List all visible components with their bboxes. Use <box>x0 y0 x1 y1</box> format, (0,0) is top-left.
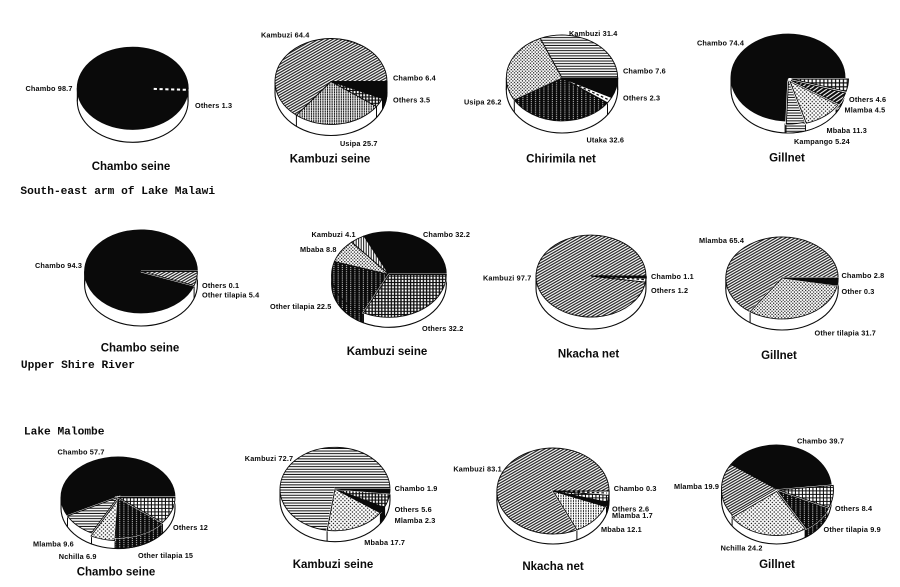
svg-text:Others 32.2: Others 32.2 <box>422 324 463 333</box>
svg-text:Utaka 32.6: Utaka 32.6 <box>587 136 625 145</box>
svg-text:Kambuzi 64.4: Kambuzi 64.4 <box>261 31 310 40</box>
svg-text:Usipa 25.7: Usipa 25.7 <box>340 139 378 148</box>
svg-text:Others 4.6: Others 4.6 <box>849 95 886 104</box>
svg-text:Chambo 32.2: Chambo 32.2 <box>423 230 470 239</box>
svg-text:Chambo seine: Chambo seine <box>101 343 180 355</box>
svg-text:Mlamba 9.6: Mlamba 9.6 <box>33 540 74 549</box>
svg-text:Others 3.5: Others 3.5 <box>393 96 430 105</box>
svg-text:Chambo 98.7: Chambo 98.7 <box>26 84 73 93</box>
svg-text:Mlamba 19.9: Mlamba 19.9 <box>674 482 719 491</box>
svg-text:Lake Malombe: Lake Malombe <box>24 427 105 439</box>
svg-text:Kambuzi seine: Kambuzi seine <box>293 559 374 571</box>
svg-text:Others 5.6: Others 5.6 <box>395 505 432 514</box>
svg-text:Others 1.3: Others 1.3 <box>195 101 232 110</box>
svg-text:Nchilla 6.9: Nchilla 6.9 <box>59 552 97 561</box>
svg-text:Kambuzi 31.4: Kambuzi 31.4 <box>569 29 618 38</box>
svg-text:Mbaba 11.3: Mbaba 11.3 <box>827 126 867 135</box>
svg-text:Mlamba 1.7: Mlamba 1.7 <box>612 511 653 520</box>
svg-text:Chambo 74.4: Chambo 74.4 <box>697 39 745 48</box>
svg-text:Other tilapia 9.9: Other tilapia 9.9 <box>824 525 881 534</box>
svg-text:Chambo 39.7: Chambo 39.7 <box>797 437 844 446</box>
svg-text:Chambo 94.3: Chambo 94.3 <box>35 261 82 270</box>
svg-text:Chambo 1.1: Chambo 1.1 <box>651 272 694 281</box>
svg-text:Chambo 6.4: Chambo 6.4 <box>393 74 437 83</box>
svg-text:Kambuzi 4.1: Kambuzi 4.1 <box>312 230 356 239</box>
svg-text:Nkacha net: Nkacha net <box>522 561 584 573</box>
svg-text:Chambo 1.9: Chambo 1.9 <box>395 484 438 493</box>
svg-text:Others 8.4: Others 8.4 <box>835 504 873 513</box>
svg-text:Chambo 0.3: Chambo 0.3 <box>614 484 657 493</box>
svg-text:Other 0.3: Other 0.3 <box>842 287 875 296</box>
svg-text:South-east arm of Lake Malawi: South-east arm of Lake Malawi <box>20 186 215 198</box>
svg-text:Kambuzi 83.1: Kambuzi 83.1 <box>453 465 501 474</box>
svg-text:Gillnet: Gillnet <box>759 559 795 571</box>
svg-text:Others 0.1: Others 0.1 <box>202 281 239 290</box>
svg-text:Chirimila net: Chirimila net <box>526 154 596 166</box>
svg-text:Gillnet: Gillnet <box>761 350 797 362</box>
svg-text:Other tilapia 31.7: Other tilapia 31.7 <box>815 329 877 338</box>
svg-text:Mbaba 8.8: Mbaba 8.8 <box>300 245 337 254</box>
svg-text:Kambuzi seine: Kambuzi seine <box>290 154 371 166</box>
svg-text:Others 2.3: Others 2.3 <box>623 94 660 103</box>
svg-text:Mlamba 4.5: Mlamba 4.5 <box>845 106 886 115</box>
svg-text:Nchilla 24.2: Nchilla 24.2 <box>721 544 763 553</box>
svg-text:Kampango 5.24: Kampango 5.24 <box>794 137 851 146</box>
svg-text:Other tilapia 15: Other tilapia 15 <box>138 551 193 560</box>
svg-text:Chambo 7.6: Chambo 7.6 <box>623 67 666 76</box>
svg-text:Mlamba 2.3: Mlamba 2.3 <box>395 516 436 525</box>
svg-text:Chambo seine: Chambo seine <box>92 161 171 173</box>
svg-text:Chambo 57.7: Chambo 57.7 <box>58 448 105 457</box>
svg-text:Chambo 2.8: Chambo 2.8 <box>842 271 885 280</box>
svg-text:Mbaba 17.7: Mbaba 17.7 <box>364 538 405 547</box>
svg-text:Kambuzi seine: Kambuzi seine <box>347 346 428 358</box>
svg-text:Others 1.2: Others 1.2 <box>651 286 688 295</box>
svg-text:Gillnet: Gillnet <box>769 153 805 165</box>
svg-text:Other tilapia 5.4: Other tilapia 5.4 <box>202 291 260 300</box>
svg-text:Upper Shire River: Upper Shire River <box>21 360 135 372</box>
svg-text:Mbaba 12.1: Mbaba 12.1 <box>601 525 642 534</box>
svg-text:Nkacha net: Nkacha net <box>558 349 620 361</box>
svg-text:Mlamba 65.4: Mlamba 65.4 <box>699 236 745 245</box>
svg-text:Kambuzi 72.7: Kambuzi 72.7 <box>245 454 293 463</box>
svg-text:Others 12: Others 12 <box>173 523 208 532</box>
svg-text:Others 2.6: Others 2.6 <box>612 505 649 514</box>
svg-text:Usipa 26.2: Usipa 26.2 <box>464 98 502 107</box>
svg-text:Other tilapia 22.5: Other tilapia 22.5 <box>270 302 332 311</box>
svg-text:Chambo seine: Chambo seine <box>77 567 156 579</box>
svg-text:Kambuzi 97.7: Kambuzi 97.7 <box>483 274 531 283</box>
